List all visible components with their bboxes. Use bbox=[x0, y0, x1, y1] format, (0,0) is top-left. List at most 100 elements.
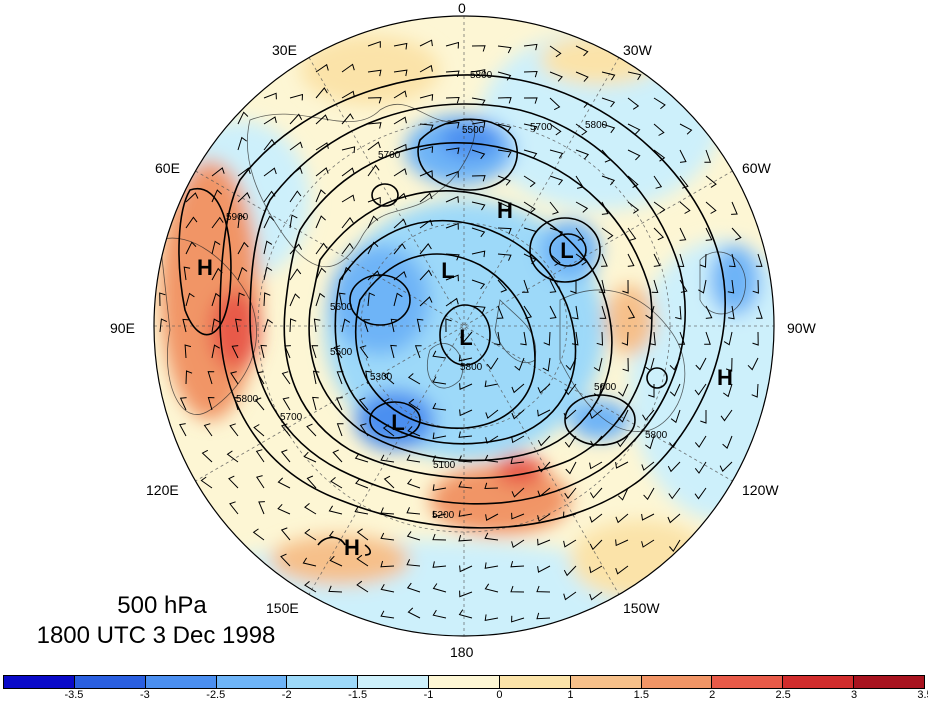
wind-barb bbox=[667, 513, 681, 524]
wind-barb bbox=[367, 141, 381, 151]
wind-barb bbox=[390, 344, 397, 359]
wind-barb bbox=[705, 175, 717, 188]
wind-barb bbox=[575, 71, 589, 82]
wind-barb bbox=[419, 219, 433, 229]
colorbar-bin bbox=[287, 676, 359, 688]
wind-barb bbox=[653, 97, 666, 110]
wind-barb bbox=[511, 615, 525, 623]
wind-barb bbox=[497, 201, 511, 213]
wind-barb bbox=[642, 409, 655, 421]
wind-barb bbox=[445, 195, 459, 203]
wind-barb bbox=[511, 435, 525, 444]
wind-barb bbox=[497, 97, 512, 104]
wind-barb bbox=[341, 242, 354, 255]
wind-barb bbox=[393, 42, 408, 50]
wind-barb bbox=[341, 194, 355, 203]
wind-barb bbox=[627, 201, 640, 214]
wind-barb bbox=[511, 539, 525, 548]
contour-label: 5500 bbox=[462, 125, 485, 136]
wind-barb bbox=[341, 318, 351, 333]
wind-barb bbox=[459, 383, 473, 390]
wind-barb bbox=[289, 93, 304, 101]
wind-barb bbox=[471, 121, 486, 128]
wind-barb bbox=[341, 167, 355, 177]
wind-barb bbox=[393, 168, 407, 177]
longitude-label: 90W bbox=[787, 320, 816, 336]
wind-barb bbox=[694, 461, 707, 474]
wind-barb bbox=[617, 487, 629, 501]
contour-label: 5800 bbox=[460, 362, 483, 373]
wind-barb bbox=[315, 292, 326, 307]
wind-barb bbox=[253, 424, 265, 437]
wind-barb bbox=[725, 357, 733, 372]
wind-barb bbox=[419, 170, 433, 177]
wind-barb bbox=[341, 216, 354, 229]
wind-barb bbox=[406, 454, 421, 463]
wind-barb bbox=[720, 409, 733, 422]
wind-barb bbox=[575, 45, 589, 57]
wind-barb bbox=[407, 607, 421, 619]
wind-barb bbox=[315, 87, 328, 99]
wind-barb bbox=[393, 116, 407, 125]
coastlines bbox=[159, 103, 746, 432]
wind-barb bbox=[445, 96, 460, 104]
wind-barb bbox=[571, 331, 579, 346]
contour-label: 5300 bbox=[370, 372, 393, 383]
wind-barb bbox=[458, 481, 473, 489]
wind-barb bbox=[669, 383, 681, 397]
wind-barb bbox=[458, 534, 473, 542]
wind-barb bbox=[182, 318, 189, 333]
wind-barb bbox=[727, 279, 735, 294]
wind-barb bbox=[367, 122, 382, 129]
wind-barb bbox=[719, 461, 733, 472]
wind-barb bbox=[523, 201, 536, 214]
colorbar-tick-label: -2 bbox=[281, 689, 292, 701]
wind-barb bbox=[575, 201, 589, 213]
wind-barb bbox=[237, 167, 251, 177]
wind-barb bbox=[589, 409, 603, 420]
wind-barb bbox=[263, 167, 277, 177]
wind-barb bbox=[207, 396, 215, 411]
wind-barb bbox=[511, 383, 525, 394]
wind-barb bbox=[511, 487, 525, 498]
wind-barb bbox=[304, 528, 317, 541]
wind-barb bbox=[563, 409, 577, 420]
wind-barb bbox=[752, 279, 759, 294]
wind-barb bbox=[497, 45, 512, 54]
wind-barb bbox=[407, 373, 421, 385]
wind-barb bbox=[419, 123, 434, 131]
colorbar-bin bbox=[429, 676, 500, 688]
wind-barb bbox=[306, 475, 317, 489]
longitude-label: 60E bbox=[155, 160, 180, 176]
pressure-centers: H H H H L L L L bbox=[197, 198, 733, 560]
wind-barb bbox=[289, 243, 303, 255]
wind-barb bbox=[542, 357, 551, 372]
wind-barb bbox=[277, 503, 291, 515]
wind-barb bbox=[330, 477, 343, 489]
wind-barb bbox=[543, 331, 551, 346]
wind-barb bbox=[458, 455, 473, 463]
wind-barb bbox=[729, 253, 736, 268]
longitude-label: 30W bbox=[623, 42, 652, 58]
wind-barb bbox=[589, 513, 603, 523]
wind-barb bbox=[277, 477, 291, 489]
wind-barb bbox=[367, 69, 382, 77]
wind-barb bbox=[565, 461, 577, 475]
wind-barb bbox=[549, 253, 561, 266]
wind-barb bbox=[627, 71, 642, 81]
wind-barb bbox=[380, 532, 395, 541]
wind-barb bbox=[645, 435, 655, 450]
wind-barb bbox=[419, 243, 432, 255]
wind-barb bbox=[575, 149, 590, 160]
wind-barbs bbox=[159, 39, 763, 623]
wind-barb bbox=[333, 345, 343, 359]
wind-barb bbox=[704, 149, 712, 163]
wind-barb bbox=[618, 383, 629, 397]
wind-barb bbox=[523, 149, 538, 159]
wind-barb bbox=[668, 487, 681, 500]
colorbar-tick-label: -2.5 bbox=[206, 689, 226, 701]
wind-barb bbox=[226, 450, 239, 463]
wind-barb bbox=[705, 201, 717, 214]
wind-barb bbox=[645, 305, 655, 320]
